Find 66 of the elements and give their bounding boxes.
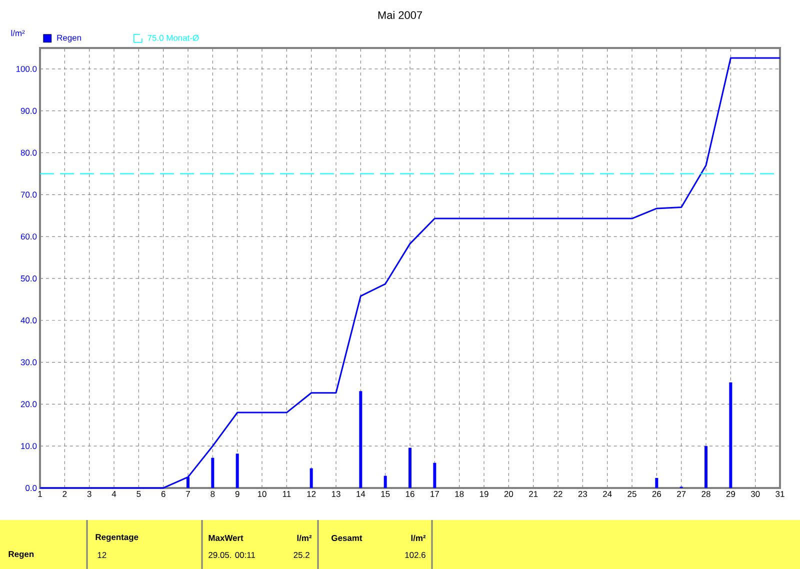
text: 102.6 bbox=[405, 552, 426, 558]
bar bbox=[655, 478, 658, 488]
bar bbox=[433, 462, 436, 488]
x-tick-label: 24 bbox=[603, 491, 612, 497]
x-tick-label: 10 bbox=[258, 491, 266, 497]
text: l/m² bbox=[411, 534, 426, 542]
bar bbox=[236, 454, 239, 488]
x-tick-label: 19 bbox=[480, 491, 488, 497]
y-tick-label: 20.0 bbox=[20, 401, 37, 408]
x-tick-label: 29 bbox=[726, 491, 735, 497]
x-tick-label: 20 bbox=[504, 491, 514, 497]
text: Regen bbox=[8, 551, 34, 559]
bar bbox=[211, 458, 214, 488]
x-tick-label: 8 bbox=[210, 491, 215, 497]
y-tick-label: 100.0 bbox=[16, 66, 37, 72]
text: Gesamt bbox=[332, 534, 362, 541]
x-tick-label: 11 bbox=[282, 491, 291, 497]
text: 29.05. 00:11 bbox=[208, 552, 256, 558]
x-tick-label: 7 bbox=[186, 491, 190, 497]
bar bbox=[310, 468, 313, 488]
x-tick-label: 2 bbox=[62, 491, 67, 497]
legend-label: 75.0 Monat-Ø bbox=[148, 34, 199, 41]
x-tick-label: 1 bbox=[38, 491, 42, 497]
x-tick-label: 22 bbox=[554, 491, 562, 497]
x-tick-label: 14 bbox=[356, 491, 366, 497]
x-tick-label: 12 bbox=[307, 491, 316, 497]
legend-label: Regen bbox=[57, 34, 81, 42]
x-tick-label: 9 bbox=[235, 491, 240, 497]
y-tick-label: 0.0 bbox=[26, 484, 37, 491]
x-tick-label: 18 bbox=[455, 491, 464, 497]
bar bbox=[704, 446, 708, 488]
x-tick-label: 23 bbox=[578, 491, 588, 497]
text: 25.2 bbox=[294, 552, 310, 558]
y-tick-label: 10.0 bbox=[21, 443, 37, 450]
x-tick-label: 16 bbox=[406, 491, 414, 497]
bar bbox=[729, 382, 732, 488]
y-tick-label: 60.0 bbox=[20, 234, 37, 240]
y-tick-label: 70.0 bbox=[20, 192, 37, 198]
bar bbox=[408, 448, 412, 488]
bar bbox=[359, 391, 362, 488]
text: MaxWert bbox=[208, 535, 244, 541]
x-tick-label: 28 bbox=[702, 491, 710, 497]
y-tick-label: 90.0 bbox=[20, 108, 37, 114]
x-tick-label: 31 bbox=[776, 491, 784, 497]
x-tick-label: 5 bbox=[136, 491, 141, 497]
x-tick-label: 3 bbox=[87, 491, 92, 497]
x-tick-label: 21 bbox=[529, 491, 538, 497]
text: 12 bbox=[98, 552, 106, 558]
y-tick-label: 50.0 bbox=[20, 275, 37, 282]
y-tick-label: 40.0 bbox=[20, 317, 37, 324]
x-tick-label: 27 bbox=[677, 491, 686, 497]
x-tick-label: 4 bbox=[112, 491, 116, 497]
y-axis-title: l/m² bbox=[11, 30, 25, 36]
y-tick-label: 80.0 bbox=[20, 150, 37, 156]
bar bbox=[384, 476, 387, 488]
x-tick-label: 25 bbox=[628, 491, 636, 497]
x-tick-label: 26 bbox=[652, 491, 662, 497]
x-tick-label: 13 bbox=[332, 491, 340, 497]
x-tick-label: 30 bbox=[750, 491, 760, 497]
x-tick-label: 6 bbox=[161, 491, 166, 497]
text: Regentage bbox=[96, 534, 138, 542]
x-tick-label: 17 bbox=[430, 491, 439, 497]
y-tick-label: 30.0 bbox=[20, 359, 37, 366]
chart-title: Mai 2007 bbox=[378, 10, 422, 20]
x-tick-label: 15 bbox=[381, 491, 390, 497]
text: l/m² bbox=[297, 534, 312, 542]
